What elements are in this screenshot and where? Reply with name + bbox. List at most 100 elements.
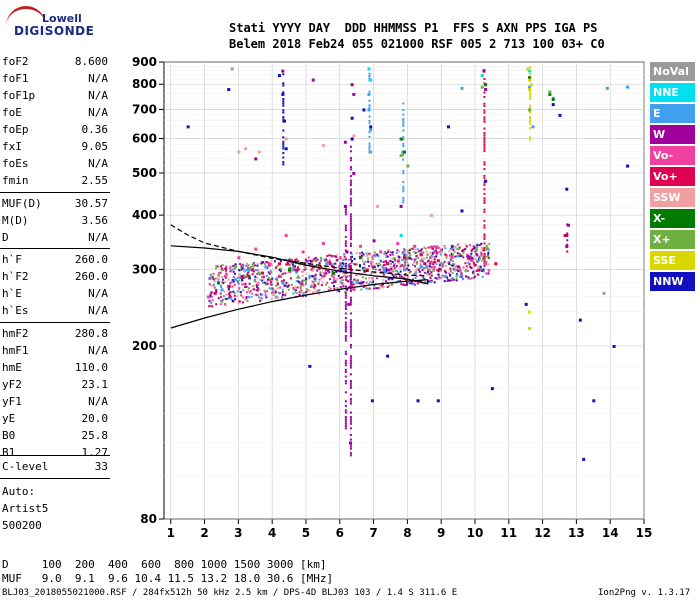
- echo-streak-dot: [349, 427, 352, 430]
- echo-dot: [446, 278, 449, 281]
- echo-dot: [438, 264, 441, 267]
- echo-dot: [455, 274, 458, 277]
- echo-point: [457, 265, 461, 269]
- echo-dot: [244, 283, 247, 286]
- echo-point: [528, 326, 532, 330]
- echo-dot: [242, 296, 245, 299]
- echo-point: [362, 108, 366, 112]
- echo-dot: [408, 249, 411, 252]
- echo-dot: [487, 248, 490, 251]
- echo-dot: [413, 251, 416, 254]
- echo-streak-dot: [349, 197, 352, 200]
- echo-dot: [308, 277, 311, 280]
- echo-dot: [451, 264, 454, 267]
- echo-dot: [252, 262, 255, 265]
- echo-dot: [335, 259, 338, 262]
- param-value: N/A: [88, 89, 108, 102]
- echo-dot: [419, 273, 422, 276]
- echo-dot: [311, 264, 314, 267]
- echo-point: [602, 291, 606, 295]
- echo-point: [548, 90, 552, 94]
- echo-point: [233, 265, 237, 269]
- echo-dot: [245, 262, 248, 265]
- echo-dot: [230, 297, 233, 300]
- echo-dot: [402, 265, 405, 268]
- echo-streak-dot: [368, 142, 371, 145]
- echo-point: [311, 78, 315, 82]
- echo-dot: [439, 251, 442, 254]
- echo-dot: [268, 264, 271, 267]
- echo-dot: [225, 297, 228, 300]
- x-tick-label: 10: [467, 526, 484, 540]
- echo-dot: [435, 277, 438, 280]
- echo-dot: [461, 277, 464, 280]
- echo-streak-dot: [349, 168, 352, 171]
- echo-dot: [269, 264, 272, 267]
- echo-dot: [360, 254, 363, 257]
- logo-line1: Lowell: [42, 12, 82, 25]
- echo-dot: [209, 294, 212, 297]
- echo-dot: [255, 289, 258, 292]
- echo-streak-dot: [349, 256, 352, 259]
- echo-dot: [399, 274, 402, 277]
- echo-dot: [218, 275, 221, 278]
- echo-dot: [383, 271, 386, 274]
- echo-dot: [444, 253, 447, 256]
- echo-dot: [428, 273, 431, 276]
- echo-streak-dot: [349, 402, 352, 405]
- echo-dot: [209, 304, 212, 307]
- echo-dot: [382, 278, 385, 281]
- echo-dot: [232, 264, 235, 267]
- echo-streak-dot: [483, 109, 486, 112]
- echo-dot: [362, 281, 365, 284]
- echo-dot: [240, 268, 243, 271]
- echo-dot: [355, 282, 358, 285]
- echo-dot: [339, 262, 342, 265]
- echo-point: [413, 244, 417, 248]
- echo-point: [233, 278, 237, 282]
- echo-dot: [395, 264, 398, 267]
- echo-dot: [271, 292, 274, 295]
- echo-streak-dot: [282, 143, 285, 146]
- echo-dot: [344, 262, 347, 265]
- echo-dot: [287, 284, 290, 287]
- echo-dot: [364, 260, 367, 263]
- echo-dot: [305, 288, 308, 291]
- echo-dot: [304, 261, 307, 264]
- echo-dot: [393, 264, 396, 267]
- echo-dot: [467, 278, 470, 281]
- echo-dot: [292, 288, 295, 291]
- echo-dot: [243, 275, 246, 278]
- echo-streak-dot: [349, 386, 352, 389]
- echo-dot: [304, 283, 307, 286]
- echo-streak-dot: [349, 280, 352, 283]
- echo-dot: [432, 263, 435, 266]
- echo-dot: [482, 268, 485, 271]
- echo-dot: [314, 286, 317, 289]
- echo-dot: [262, 261, 265, 264]
- param-value: N/A: [88, 157, 108, 170]
- echo-dot: [274, 291, 277, 294]
- echo-dot: [241, 267, 244, 270]
- echo-dot: [315, 277, 318, 280]
- echo-point: [288, 268, 292, 272]
- echo-streak-dot: [349, 229, 352, 232]
- echo-dot: [323, 275, 326, 278]
- echo-dot: [474, 245, 477, 248]
- echo-dot: [452, 248, 455, 251]
- echo-dot: [408, 281, 411, 284]
- echo-dot: [415, 261, 418, 264]
- echo-dot: [385, 271, 388, 274]
- echo-point: [399, 153, 403, 157]
- echo-dot: [441, 274, 444, 277]
- param-name: B0: [2, 429, 16, 442]
- legend-item: NoVal: [650, 62, 695, 81]
- echo-dot: [430, 279, 433, 282]
- echo-streak-dot: [344, 364, 347, 367]
- echo-dot: [387, 250, 390, 253]
- echo-dot: [390, 262, 393, 265]
- echo-streak-dot: [368, 135, 371, 138]
- echo-dot: [460, 275, 463, 278]
- echo-dot: [406, 257, 409, 260]
- echo-streak-dot: [349, 447, 352, 450]
